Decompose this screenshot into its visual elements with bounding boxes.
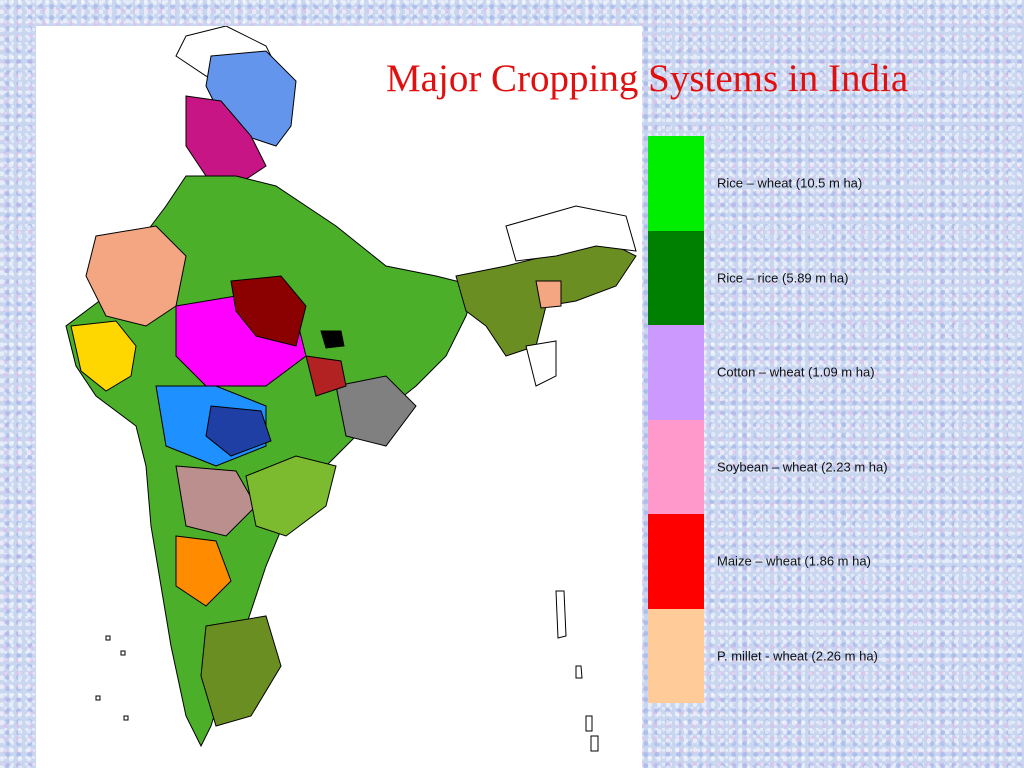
india-crop-map: [65, 26, 637, 752]
map-region-gujarat: [70, 320, 137, 392]
slide-title: Major Cropping Systems in India: [386, 57, 909, 100]
map-region-odisha: [335, 375, 417, 447]
map-region-maharashtra-inner: [205, 405, 272, 457]
map-region-andaman: [555, 590, 599, 752]
map-region-black-district: [320, 330, 345, 349]
legend-swatch: [648, 325, 704, 420]
legend-swatch: [648, 608, 704, 703]
map-region-mp-east: [230, 275, 307, 347]
legend-item-cotton-wheat: Cotton – wheat (1.09 m ha): [648, 325, 968, 420]
map-region-tamil-nadu: [200, 615, 282, 727]
legend-label: Maize – wheat (1.86 m ha): [717, 553, 871, 569]
legend-label: Rice – wheat (10.5 m ha): [717, 175, 863, 191]
legend-swatch: [648, 419, 704, 514]
legend-label: Rice – rice (5.89 m ha): [717, 270, 849, 286]
map-region-rajasthan: [85, 225, 187, 327]
map-region-arunachal: [505, 205, 637, 262]
legend-item-rice-wheat: Rice – wheat (10.5 m ha): [648, 136, 968, 231]
legend-item-pmillet-wheat: P. millet - wheat (2.26 m ha): [648, 608, 968, 703]
legend-label: Cotton – wheat (1.09 m ha): [717, 364, 875, 380]
map-region-andhra: [245, 455, 337, 537]
legend-item-maize-wheat: Maize – wheat (1.86 m ha): [648, 514, 968, 609]
legend-label: P. millet - wheat (2.26 m ha): [717, 648, 878, 664]
legend-item-rice-rice: Rice – rice (5.89 m ha): [648, 230, 968, 325]
legend-label: Soybean – wheat (2.23 m ha): [717, 459, 888, 475]
map-region-kashmir: [205, 50, 297, 147]
legend-swatch: [648, 514, 704, 609]
map-region-ne-patch: [535, 280, 562, 309]
legend-item-soybean-wheat: Soybean – wheat (2.23 m ha): [648, 419, 968, 514]
map-region-karnataka: [175, 535, 232, 607]
map-region-punjab: [185, 95, 267, 187]
map-region-jharkhand: [305, 355, 347, 397]
legend-swatch: [648, 136, 704, 231]
legend-swatch: [648, 230, 704, 325]
map-region-mizoram: [525, 340, 557, 387]
map-legend: Rice – wheat (10.5 m ha) Rice – rice (5.…: [648, 136, 968, 703]
map-region-deccan: [175, 465, 257, 537]
map-panel: [36, 26, 642, 768]
map-region-lakshadweep: [95, 635, 129, 721]
